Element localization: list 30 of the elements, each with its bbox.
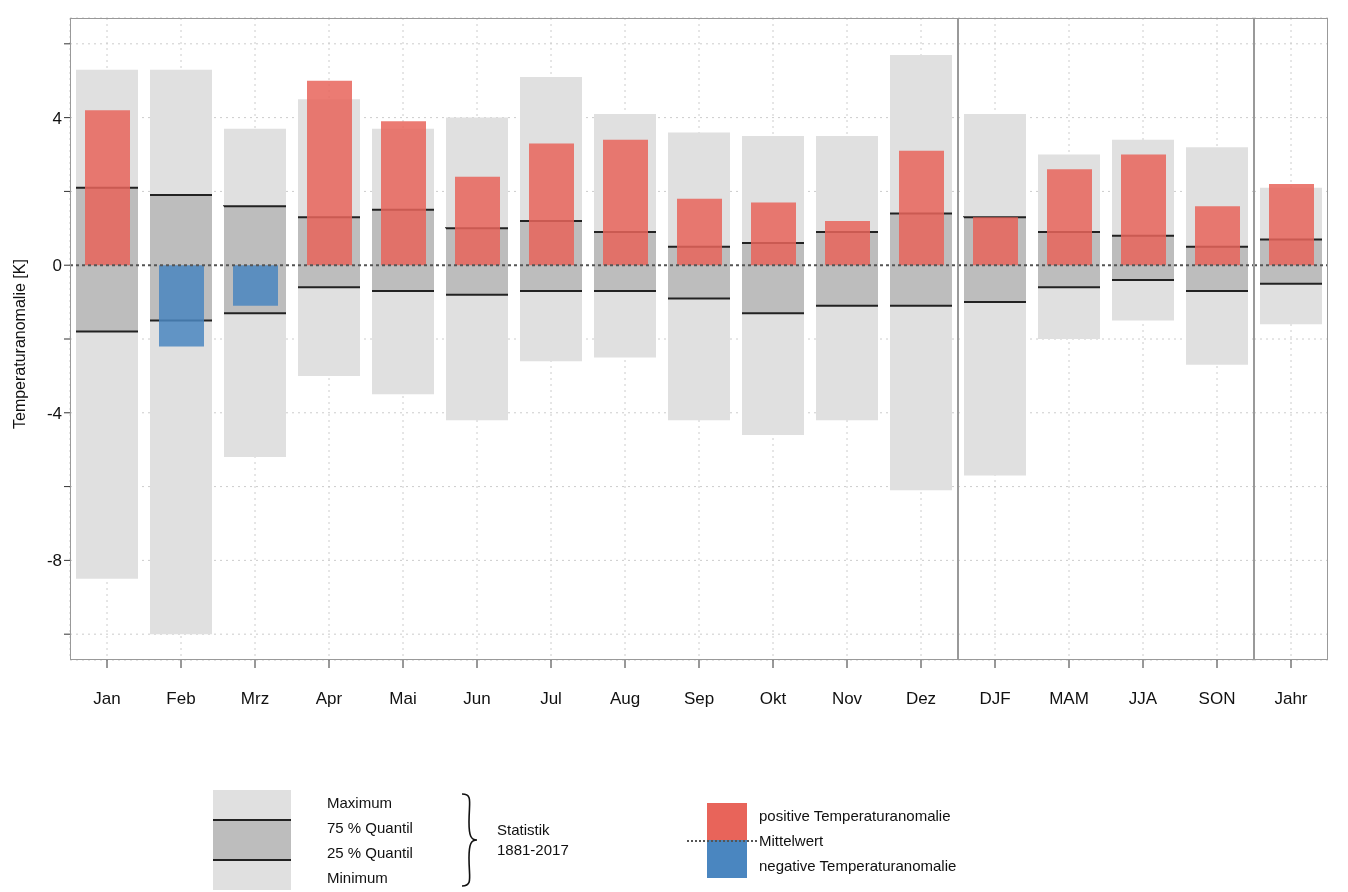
x-tick-label: DJF	[979, 689, 1011, 709]
x-tick-label: Apr	[315, 689, 343, 709]
legend-label: Mittelwert	[759, 830, 824, 851]
x-tick-label: Mrz	[240, 689, 270, 709]
x-tick-label: MAM	[1049, 689, 1089, 709]
y-tick-label: -8	[46, 551, 62, 571]
x-tick-label: Aug	[609, 689, 641, 709]
x-tick-label: Dez	[905, 689, 937, 709]
x-tick-label: Okt	[759, 689, 787, 709]
x-tick-label: Sep	[683, 689, 715, 709]
text: Minimum	[327, 868, 389, 888]
y-tick-label: 0	[52, 256, 62, 276]
x-tick-label: Mai	[389, 689, 417, 709]
legend-label: positive Temperaturanomalie	[759, 805, 951, 826]
y-tick-label: -4	[46, 403, 62, 423]
y-axis-title: Temperaturanomalie [K]	[10, 259, 28, 429]
x-tick-label: JJA	[1128, 689, 1158, 709]
text: Maximum	[327, 793, 393, 813]
y-tick-label: 4	[52, 108, 62, 128]
text: Statistik 1881-2017	[497, 820, 570, 860]
x-tick-label: SON	[1198, 689, 1236, 709]
x-tick-label: Nov	[831, 689, 863, 709]
x-tick-label: Feb	[166, 689, 196, 709]
x-tick-label: Jahr	[1274, 689, 1308, 709]
x-tick-label: Jan	[93, 689, 121, 709]
text: 25 % Quantil	[327, 843, 414, 863]
x-tick-label: Jul	[540, 689, 562, 709]
legend-label: negative Temperaturanomalie	[759, 855, 957, 876]
text: 75 % Quantil	[327, 818, 414, 838]
x-tick-label: Jun	[463, 689, 491, 709]
